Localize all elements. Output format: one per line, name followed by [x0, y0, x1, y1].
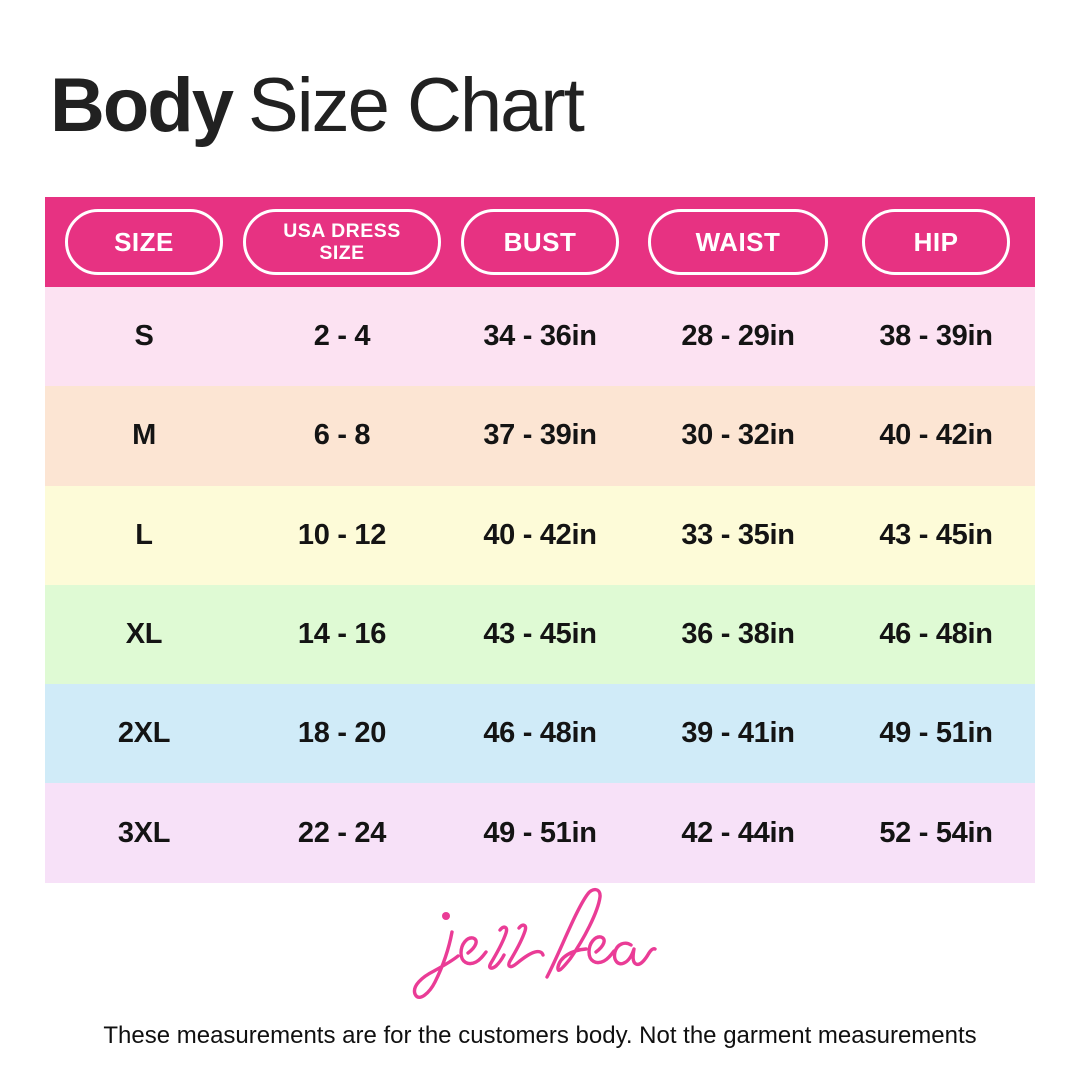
cell-bust: 49 - 51in	[483, 816, 597, 849]
cell-hip: 49 - 51in	[879, 717, 993, 750]
cell-waist: 33 - 35in	[681, 518, 795, 551]
column-header-dress-size-label: USA DRESS SIZE	[283, 219, 401, 264]
cell-bust: 37 - 39in	[483, 419, 597, 452]
letter-e2	[587, 935, 616, 965]
header-col-bust: BUST	[441, 209, 639, 275]
header-col-waist: WAIST	[639, 209, 837, 275]
table-row: L 10 - 12 40 - 42in 33 - 35in 43 - 45in	[45, 485, 1035, 585]
header-col-dress-size: USA DRESS SIZE	[243, 209, 441, 275]
cell-waist: 28 - 29in	[681, 320, 795, 353]
cell-size: 2XL	[117, 717, 171, 750]
cell-dress: 14 - 16	[297, 618, 387, 651]
jess-lea-logo	[412, 887, 657, 999]
jess-lea-script	[412, 887, 657, 999]
cell-size: 3XL	[117, 816, 171, 849]
letter-s1	[488, 925, 509, 970]
cell-waist: 42 - 44in	[681, 816, 795, 849]
page-title-bold: Body	[50, 63, 234, 148]
cell-hip: 46 - 48in	[879, 618, 993, 651]
table-row: S 2 - 4 34 - 36in 28 - 29in 38 - 39in	[45, 287, 1035, 387]
cell-dress: 10 - 12	[297, 518, 387, 551]
cell-size: XL	[125, 618, 163, 651]
column-header-dress-size: USA DRESS SIZE	[243, 209, 441, 275]
cell-bust: 40 - 42in	[483, 518, 597, 551]
letter-j	[412, 930, 460, 999]
letter-e1	[459, 936, 488, 966]
cell-waist: 39 - 41in	[681, 717, 795, 750]
letter-a	[612, 941, 657, 967]
table-row: 2XL 18 - 20 46 - 48in 39 - 41in 49 - 51i…	[45, 684, 1035, 784]
cell-bust: 46 - 48in	[483, 717, 597, 750]
cell-dress: 6 - 8	[313, 419, 371, 452]
j-dot	[442, 912, 450, 920]
column-header-waist: WAIST	[648, 209, 828, 275]
cell-bust: 43 - 45in	[483, 618, 597, 651]
cell-bust: 34 - 36in	[483, 320, 597, 353]
column-header-hip: HIP	[862, 209, 1010, 275]
header-col-size: SIZE	[45, 209, 243, 275]
cell-dress: 18 - 20	[297, 717, 387, 750]
cell-hip: 52 - 54in	[879, 816, 993, 849]
column-header-bust: BUST	[461, 209, 619, 275]
column-header-size-label: SIZE	[114, 226, 174, 257]
table-row: 3XL 22 - 24 49 - 51in 42 - 44in 52 - 54i…	[45, 783, 1035, 883]
footer-note: These measurements are for the customers…	[103, 1022, 977, 1049]
cell-waist: 30 - 32in	[681, 419, 795, 452]
cell-size: L	[135, 518, 153, 551]
column-header-bust-label: BUST	[503, 226, 577, 257]
table-row: XL 14 - 16 43 - 45in 36 - 38in 46 - 48in	[45, 584, 1035, 685]
letter-s2	[507, 923, 545, 969]
column-header-hip-label: HIP	[913, 226, 959, 257]
table-header-row: SIZE USA DRESS SIZE BUST WAIST HIP	[45, 197, 1035, 287]
header-col-hip: HIP	[837, 209, 1035, 275]
cell-size: S	[134, 320, 154, 353]
cell-hip: 40 - 42in	[879, 419, 993, 452]
size-chart-table: SIZE USA DRESS SIZE BUST WAIST HIP S 2 -…	[45, 197, 1035, 883]
page-title-regular: Size Chart	[248, 63, 585, 148]
letter-l	[545, 887, 602, 979]
cell-dress: 22 - 24	[297, 816, 387, 849]
cell-hip: 43 - 45in	[879, 518, 993, 551]
cell-hip: 38 - 39in	[879, 320, 993, 353]
page-title: Body Size Chart	[50, 62, 585, 149]
cell-waist: 36 - 38in	[681, 618, 795, 651]
column-header-size: SIZE	[65, 209, 223, 275]
table-row: M 6 - 8 37 - 39in 30 - 32in 40 - 42in	[45, 386, 1035, 486]
column-header-waist-label: WAIST	[695, 226, 781, 257]
cell-dress: 2 - 4	[313, 320, 371, 353]
cell-size: M	[132, 419, 156, 452]
